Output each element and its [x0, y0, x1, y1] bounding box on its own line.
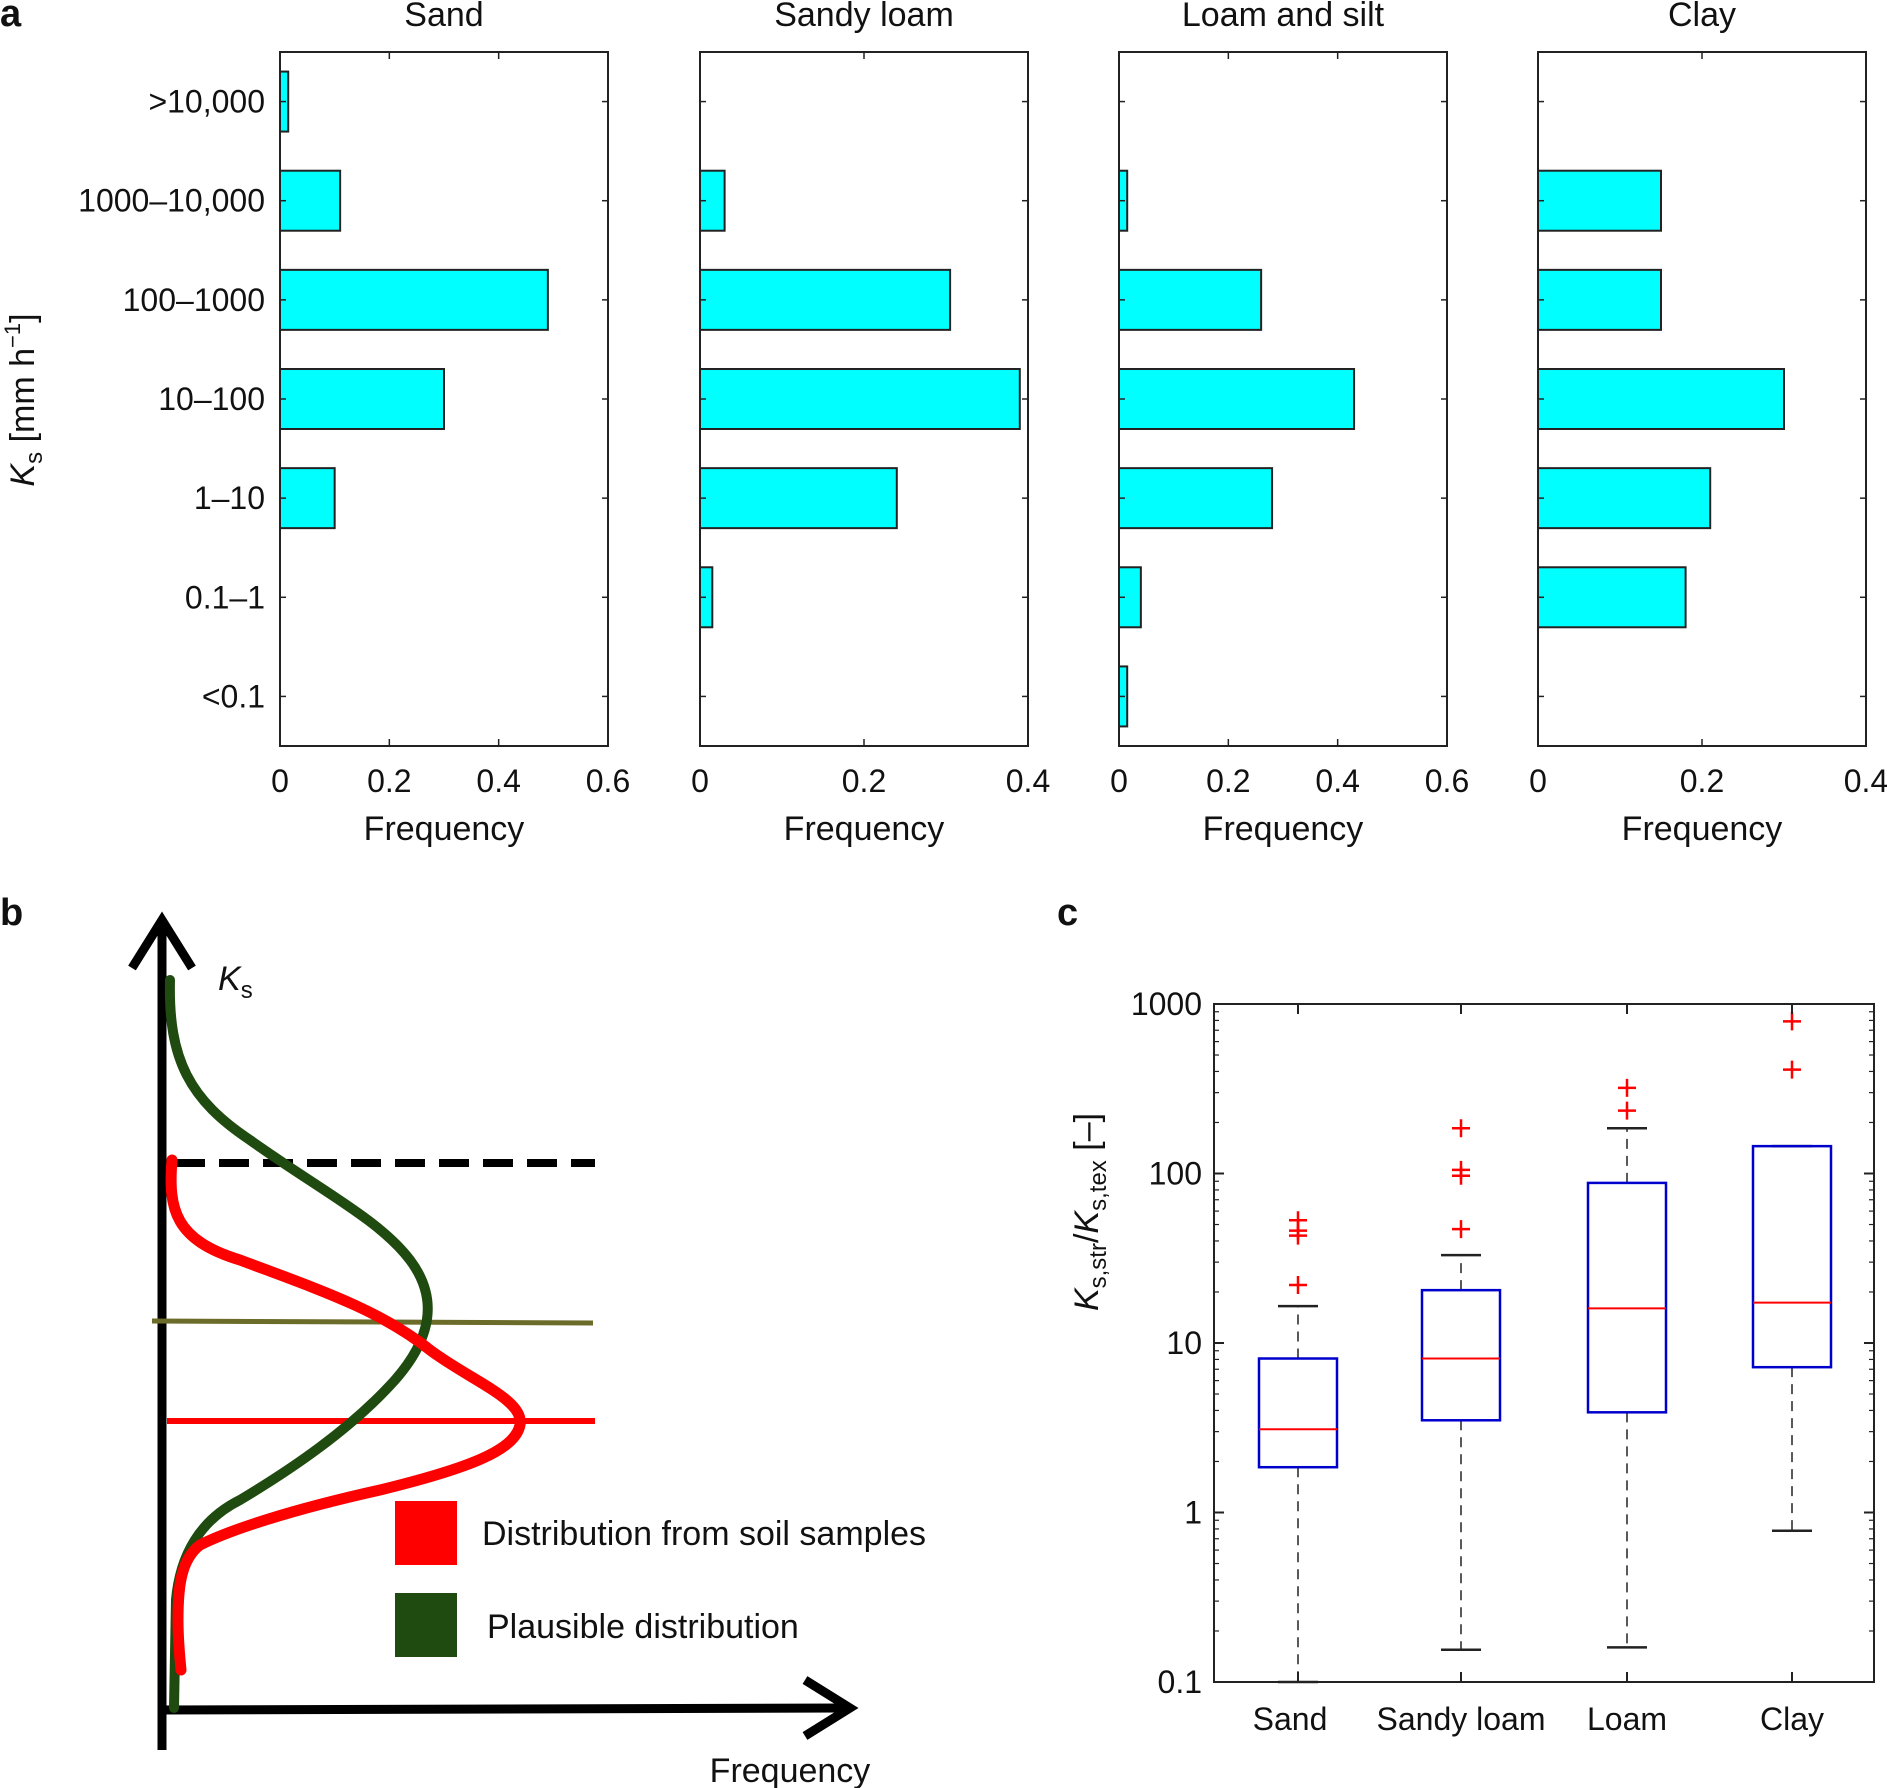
x-axis-label: Frequency: [364, 810, 525, 848]
box-sand: Sand: [1253, 1004, 1339, 1737]
schematic-y-arrowhead: [128, 911, 196, 971]
iqr-box: [1257, 1357, 1339, 1469]
y-tick-label: 10–100: [158, 381, 265, 417]
bar: [699, 368, 1021, 430]
y-tick-label: 100–1000: [123, 282, 265, 318]
x-tick-label: 0.2: [367, 763, 411, 799]
box-loam: Loam: [1586, 1004, 1668, 1737]
legend-swatch-samples: [395, 1501, 457, 1565]
bar: [1118, 368, 1356, 430]
bar: [279, 169, 342, 232]
bar: [1537, 467, 1712, 530]
x-tick-label: 0.4: [1315, 763, 1359, 799]
histogram-clay: Clay 0 0.2 0.4 Frequency: [1529, 0, 1887, 848]
outlier-marker: [1452, 1119, 1470, 1138]
plausible-distribution-curve: [164, 975, 433, 1713]
bar: [1537, 169, 1662, 232]
x-tick-label: 0.2: [842, 763, 886, 799]
x-tick-label: Loam: [1587, 1701, 1667, 1737]
outlier-marker: [1452, 1160, 1470, 1179]
iqr-box: [1586, 1181, 1668, 1414]
bar: [279, 368, 445, 430]
x-tick-label: 0: [691, 763, 709, 799]
bar: [699, 467, 898, 530]
plot-frame: [1213, 1003, 1875, 1683]
schematic-x-axis: [157, 1703, 846, 1715]
x-tick-label: 0: [1110, 763, 1128, 799]
bar: [699, 268, 952, 331]
y-tick-label: 10: [1166, 1325, 1202, 1361]
panel-c-ylabel: Ks,str/Ks,tex [–]: [1068, 1113, 1112, 1311]
panel-title: Sand: [404, 0, 483, 34]
histogram-sandy-loam: Sandy loam 0 0.2 0.4 Frequency: [691, 0, 1050, 848]
x-tick-label: 0.4: [1006, 763, 1050, 799]
histogram-sand: Sand <0.1 0.1–1 1–10 10–100 100–1000 1000–10,0…: [78, 0, 630, 848]
outlier-marker: [1618, 1101, 1636, 1120]
sample-distribution-curve: [165, 1154, 526, 1676]
bar: [1537, 268, 1662, 331]
panel-a-histograms: Sand <0.1 0.1–1 1–10 10–100 100–1000 1000–10,0…: [78, 0, 1887, 848]
outlier-marker: [1452, 1220, 1470, 1239]
x-tick-label: 0: [271, 763, 289, 799]
x-tick-label: 0.2: [1206, 763, 1250, 799]
panel-b-schematic: Ks Frequency Distribution from soil samp…: [128, 911, 926, 1788]
x-tick-label: 0.6: [1425, 763, 1469, 799]
y-tick-label: 0.1: [1158, 1664, 1202, 1700]
panel-title: Loam and silt: [1182, 0, 1385, 34]
panel-c-boxplot: 0.1 1 10 100 1000 Sand Sandy loam Loam Clay: [1131, 986, 1875, 1737]
x-tick-label: Sandy loam: [1377, 1701, 1546, 1737]
y-tick-label: 0.1–1: [185, 579, 265, 615]
legend-label-plausible: Plausible distribution: [487, 1608, 799, 1646]
panel-a-ylabel: Ks [mm h−1]: [0, 313, 48, 486]
bar: [1537, 566, 1687, 629]
x-axis-label: Frequency: [1203, 810, 1364, 848]
schematic-xlabel: Frequency: [710, 1752, 871, 1788]
x-tick-label: 0: [1529, 763, 1547, 799]
y-tick-label: 1000–10,000: [78, 183, 265, 219]
x-tick-label: 0.4: [476, 763, 520, 799]
iqr-box: [1751, 1144, 1833, 1369]
x-tick-label: Clay: [1760, 1701, 1824, 1737]
y-tick-label: <0.1: [202, 678, 265, 714]
bar: [279, 467, 336, 530]
bar: [1118, 268, 1263, 331]
plausible-mode-line: [151, 1318, 594, 1326]
y-tick-label: 1000: [1131, 986, 1202, 1022]
outlier-marker: [1783, 1060, 1801, 1079]
y-tick-label: 1–10: [194, 480, 265, 516]
histogram-loam-and-silt: Loam and silt 0 0.2 0.4 0.6 Frequency: [1110, 0, 1469, 848]
outlier-marker: [1618, 1078, 1636, 1097]
legend-label-samples: Distribution from soil samples: [482, 1515, 926, 1553]
schematic-ylabel: Ks: [218, 960, 253, 1004]
x-tick-label: 0.4: [1844, 763, 1887, 799]
y-tick-label: >10,000: [148, 84, 265, 120]
panel-label-b: b: [0, 892, 23, 934]
panel-title: Clay: [1668, 0, 1736, 34]
x-tick-label: Sand: [1253, 1701, 1328, 1737]
y-tick-label: 100: [1149, 1156, 1202, 1192]
bar: [1118, 467, 1274, 530]
legend-swatch-plausible: [395, 1593, 457, 1657]
outlier-marker: [1783, 1012, 1801, 1031]
panel-label-a: a: [0, 0, 22, 35]
panel-label-c: c: [1057, 892, 1078, 934]
x-axis-label: Frequency: [1622, 810, 1783, 848]
panel-title: Sandy loam: [774, 0, 954, 34]
box-sandy-loam: Sandy loam: [1377, 1004, 1546, 1737]
y-tick-label: 1: [1184, 1495, 1202, 1531]
x-tick-label: 0.2: [1680, 763, 1724, 799]
iqr-box: [1420, 1288, 1502, 1422]
bar: [279, 268, 549, 331]
x-tick-label: 0.6: [586, 763, 630, 799]
outlier-marker: [1289, 1211, 1307, 1230]
box-clay: Clay: [1751, 1004, 1833, 1737]
bar: [1537, 368, 1785, 430]
outlier-marker: [1289, 1275, 1307, 1294]
x-axis-label: Frequency: [784, 810, 945, 848]
schematic-x-arrowhead: [802, 1676, 859, 1740]
